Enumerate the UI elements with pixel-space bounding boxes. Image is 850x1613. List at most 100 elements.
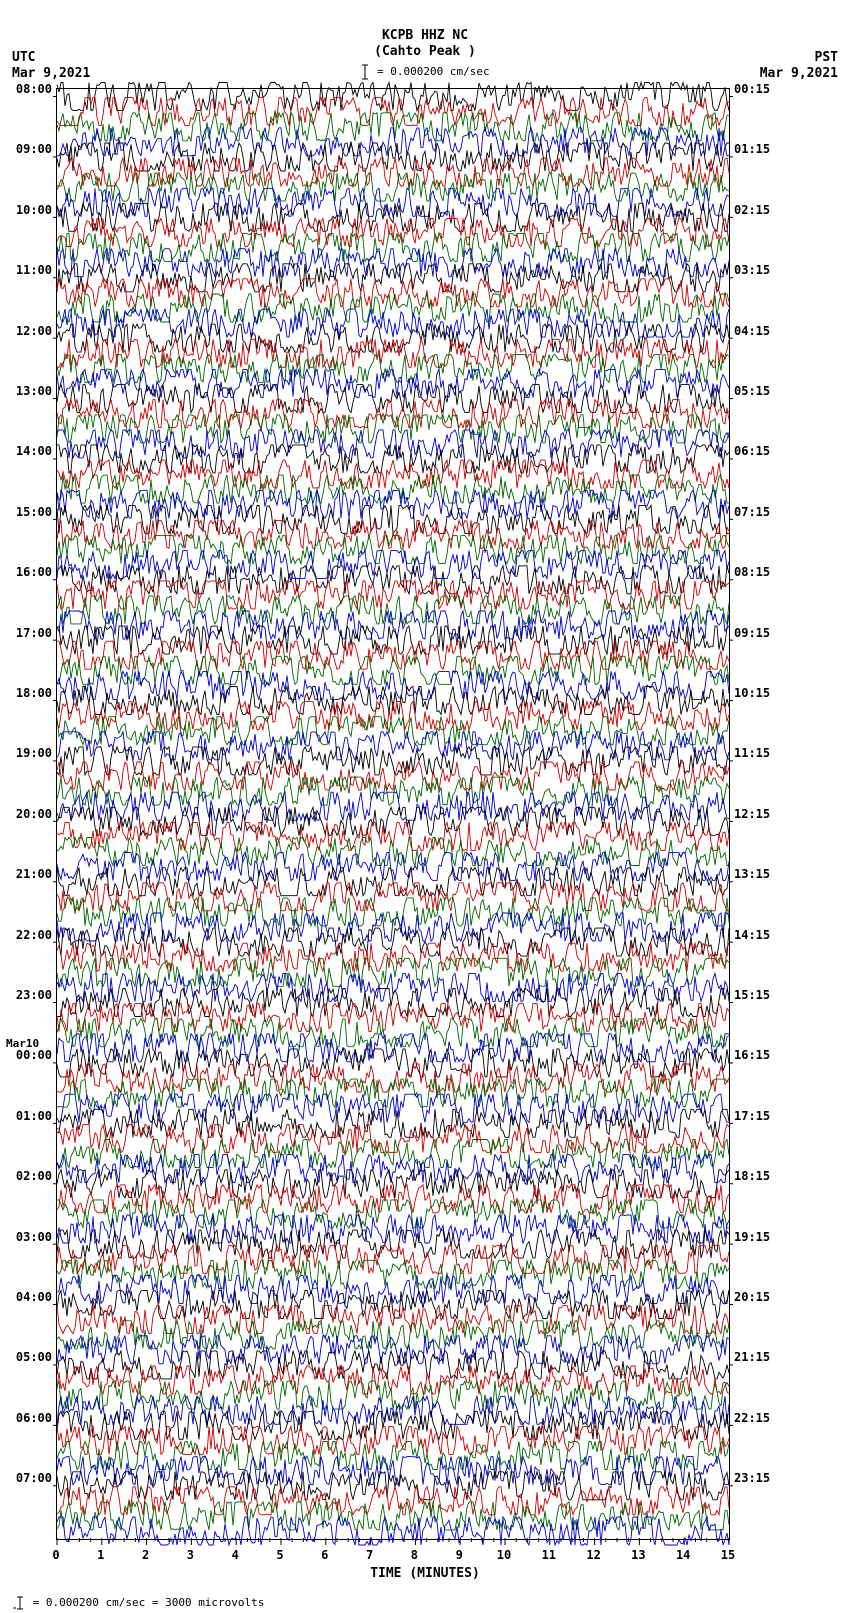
x-tick-label: 6 bbox=[321, 1548, 328, 1562]
left-time-axis: 08:0009:0010:0011:0012:0013:0014:0015:00… bbox=[6, 88, 54, 1538]
left-date-marker: Mar10 bbox=[6, 1037, 39, 1050]
right-time-label: 14:15 bbox=[734, 928, 770, 942]
x-tick-label: 14 bbox=[676, 1548, 690, 1562]
left-time-label: 11:00 bbox=[16, 263, 52, 277]
seismic-trace bbox=[57, 838, 729, 866]
seismic-trace bbox=[57, 294, 729, 322]
right-time-label: 00:15 bbox=[734, 82, 770, 96]
right-time-label: 09:15 bbox=[734, 626, 770, 640]
right-time-label: 04:15 bbox=[734, 324, 770, 338]
left-time-label: 07:00 bbox=[16, 1471, 52, 1485]
left-time-label: 23:00 bbox=[16, 988, 52, 1002]
x-tick-label: 15 bbox=[721, 1548, 735, 1562]
helicorder-svg bbox=[57, 89, 729, 1547]
x-tick-label: 10 bbox=[497, 1548, 511, 1562]
seismic-trace bbox=[57, 1426, 729, 1454]
footer-scale: = 0.000200 cm/sec = 3000 microvolts bbox=[12, 1596, 264, 1610]
seismic-trace bbox=[57, 475, 729, 503]
left-time-label: 19:00 bbox=[16, 746, 52, 760]
seismic-trace bbox=[57, 928, 729, 956]
right-time-label: 19:15 bbox=[734, 1230, 770, 1244]
location-subtitle: (Cahto Peak ) bbox=[0, 44, 850, 59]
left-time-label: 08:00 bbox=[16, 82, 52, 96]
x-tick-label: 2 bbox=[142, 1548, 149, 1562]
station-title: KCPB HHZ NC bbox=[0, 28, 850, 43]
x-tick-label: 4 bbox=[232, 1548, 239, 1562]
right-time-label: 16:15 bbox=[734, 1048, 770, 1062]
right-time-label: 08:15 bbox=[734, 565, 770, 579]
seismic-trace bbox=[57, 354, 729, 382]
seismic-trace bbox=[57, 1155, 729, 1183]
left-time-label: 10:00 bbox=[16, 203, 52, 217]
seismic-trace bbox=[57, 1245, 729, 1273]
left-time-label: 14:00 bbox=[16, 444, 52, 458]
right-time-label: 15:15 bbox=[734, 988, 770, 1002]
seismic-trace bbox=[57, 717, 729, 745]
seismic-trace bbox=[57, 490, 729, 518]
right-time-label: 20:15 bbox=[734, 1290, 770, 1304]
date-right: Mar 9,2021 bbox=[760, 66, 838, 81]
seismic-trace bbox=[57, 1079, 729, 1107]
seismic-trace bbox=[57, 853, 729, 881]
left-time-label: 13:00 bbox=[16, 384, 52, 398]
seismic-trace bbox=[57, 611, 729, 639]
left-time-label: 06:00 bbox=[16, 1411, 52, 1425]
seismic-trace bbox=[57, 249, 729, 277]
seismic-trace bbox=[57, 83, 729, 111]
seismic-trace bbox=[57, 188, 729, 216]
x-axis-title: TIME (MINUTES) bbox=[0, 1566, 850, 1581]
right-time-label: 22:15 bbox=[734, 1411, 770, 1425]
left-time-label: 21:00 bbox=[16, 867, 52, 881]
left-time-label: 22:00 bbox=[16, 928, 52, 942]
seismic-trace bbox=[57, 173, 729, 201]
seismic-trace bbox=[57, 687, 729, 715]
x-tick-label: 3 bbox=[187, 1548, 194, 1562]
left-time-label: 01:00 bbox=[16, 1109, 52, 1123]
x-tick-label: 8 bbox=[411, 1548, 418, 1562]
seismic-trace bbox=[57, 445, 729, 473]
timezone-right: PST bbox=[815, 50, 838, 65]
right-time-label: 07:15 bbox=[734, 505, 770, 519]
left-time-label: 02:00 bbox=[16, 1169, 52, 1183]
seismic-trace bbox=[57, 1487, 729, 1515]
x-tick-label: 9 bbox=[456, 1548, 463, 1562]
seismic-trace bbox=[57, 1185, 729, 1213]
left-time-label: 04:00 bbox=[16, 1290, 52, 1304]
seismic-trace bbox=[57, 536, 729, 564]
seismic-trace bbox=[57, 1336, 729, 1364]
date-left: Mar 9,2021 bbox=[12, 66, 90, 81]
x-tick-label: 0 bbox=[52, 1548, 59, 1562]
seismic-trace bbox=[57, 1200, 729, 1228]
left-time-label: 05:00 bbox=[16, 1350, 52, 1364]
x-tick-label: 1 bbox=[97, 1548, 104, 1562]
left-time-label: 20:00 bbox=[16, 807, 52, 821]
seismic-trace bbox=[57, 777, 729, 805]
left-time-label: 09:00 bbox=[16, 142, 52, 156]
right-time-label: 21:15 bbox=[734, 1350, 770, 1364]
seismic-trace bbox=[57, 1366, 729, 1394]
seismic-trace bbox=[57, 641, 729, 669]
right-time-label: 10:15 bbox=[734, 686, 770, 700]
scale-text: = 0.000200 cm/sec bbox=[377, 65, 490, 78]
x-tick-label: 5 bbox=[276, 1548, 283, 1562]
right-time-label: 03:15 bbox=[734, 263, 770, 277]
scale-indicator: = 0.000200 cm/sec bbox=[0, 64, 850, 80]
x-tick-label: 7 bbox=[366, 1548, 373, 1562]
seismic-trace bbox=[57, 671, 729, 699]
seismic-trace bbox=[57, 1109, 729, 1137]
right-time-label: 12:15 bbox=[734, 807, 770, 821]
seismic-trace bbox=[57, 913, 729, 941]
left-time-label: 00:00 bbox=[16, 1048, 52, 1062]
helicorder-plot bbox=[56, 88, 730, 1540]
left-time-label: 17:00 bbox=[16, 626, 52, 640]
right-time-label: 18:15 bbox=[734, 1169, 770, 1183]
left-time-label: 18:00 bbox=[16, 686, 52, 700]
right-time-label: 23:15 bbox=[734, 1471, 770, 1485]
seismic-trace bbox=[57, 1457, 729, 1485]
x-tick-label: 12 bbox=[586, 1548, 600, 1562]
seismic-trace bbox=[57, 309, 729, 337]
right-time-label: 11:15 bbox=[734, 746, 770, 760]
seismic-trace bbox=[57, 792, 729, 820]
seismic-trace bbox=[57, 581, 729, 609]
seismic-trace bbox=[57, 1260, 729, 1288]
